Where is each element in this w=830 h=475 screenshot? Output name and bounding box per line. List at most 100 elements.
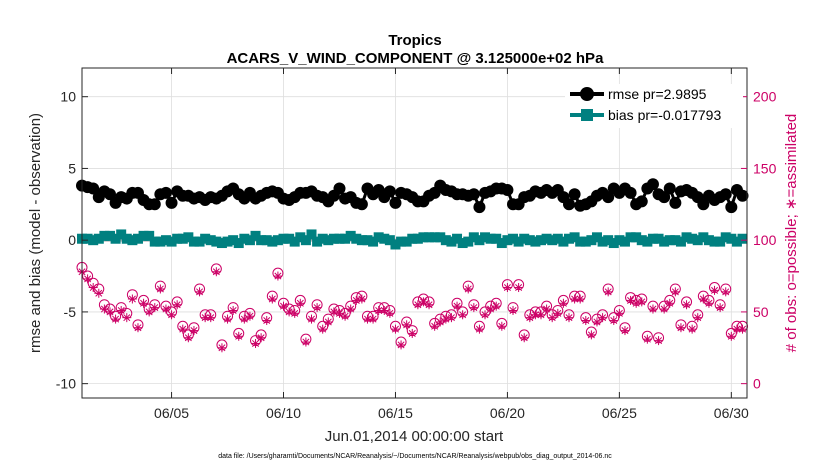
obs-assimilated-marker: [418, 297, 428, 307]
bias-marker: [491, 233, 502, 244]
obs-assimilated-marker: [217, 343, 227, 353]
obs-assimilated-marker: [273, 271, 283, 281]
obs-assimilated-marker: [312, 303, 322, 313]
bias-marker: [256, 235, 267, 246]
obs-assimilated-marker: [542, 304, 552, 314]
obs-assimilated-marker: [642, 334, 652, 344]
x-tick-label: 06/05: [154, 405, 189, 421]
obs-assimilated-marker: [133, 323, 143, 333]
bias-marker: [687, 233, 698, 244]
bias-marker: [692, 235, 703, 246]
bias-marker: [440, 235, 451, 246]
legend-box: [565, 84, 743, 128]
obs-assimilated-marker: [150, 303, 160, 313]
obs-assimilated-marker: [390, 324, 400, 334]
bias-marker: [552, 233, 563, 244]
obs-assimilated-marker: [659, 304, 669, 314]
y-tick-label-left: 5: [68, 160, 76, 176]
series-lines: [76, 178, 749, 250]
bias-marker: [670, 235, 681, 246]
bias-marker: [200, 233, 211, 244]
bias-marker: [99, 230, 110, 241]
obs-assimilated-marker: [290, 308, 300, 318]
y-axis-label-right: # of obs: o=possible; ∗=assimilated: [783, 114, 800, 353]
rmse-marker: [501, 183, 514, 196]
rmse-marker: [568, 188, 581, 201]
obs-assimilated-marker: [83, 274, 93, 284]
obs-assimilated-marker: [94, 288, 104, 298]
rmse-marker: [635, 195, 648, 208]
bias-marker: [267, 236, 278, 247]
bias-marker: [362, 235, 373, 246]
obs-assimilated-marker: [463, 284, 473, 294]
legend-marker-rmse: [580, 87, 594, 101]
x-tick-label: 06/25: [602, 405, 637, 421]
obs-assimilated-marker: [581, 316, 591, 326]
bias-marker: [205, 235, 216, 246]
rmse-marker: [663, 182, 676, 195]
obs-assimilated-marker: [424, 300, 434, 310]
rmse-marker: [103, 188, 116, 201]
obs-assimilated-marker: [676, 323, 686, 333]
obs-assimilated-marker: [452, 301, 462, 311]
bias-marker: [82, 233, 93, 244]
bias-marker: [284, 233, 295, 244]
bias-marker: [703, 235, 714, 246]
obs-assimilated-marker: [620, 326, 630, 336]
bias-marker: [222, 236, 233, 247]
bias-marker: [351, 233, 362, 244]
obs-assimilated-marker: [183, 333, 193, 343]
bias-marker: [368, 236, 379, 247]
bias-marker: [328, 233, 339, 244]
obs-assimilated-marker: [726, 331, 736, 341]
bias-marker: [726, 233, 737, 244]
obs-assimilated-marker: [301, 337, 311, 347]
bias-marker: [166, 236, 177, 247]
obs-assimilated-marker: [704, 298, 714, 308]
bias-marker: [720, 232, 731, 243]
bias-marker: [340, 233, 351, 244]
bias-marker: [384, 235, 395, 246]
bias-marker: [614, 235, 625, 246]
bias-marker: [502, 235, 513, 246]
bias-marker: [379, 233, 390, 244]
chart-subtitle: ACARS_V_WIND_COMPONENT @ 3.125000e+02 hP…: [227, 50, 605, 67]
bias-marker: [496, 238, 507, 249]
bias-marker: [659, 236, 670, 247]
bias-marker: [228, 235, 239, 246]
obs-assimilated-marker: [267, 294, 277, 304]
bias-marker: [312, 236, 323, 247]
obs-assimilated-marker: [654, 336, 664, 346]
obs-assimilated-marker: [469, 303, 479, 313]
bias-marker: [412, 233, 423, 244]
obs-assimilated-marker: [592, 317, 602, 327]
data-file-footnote: data file: /Users/gharamti/Documents/NCA…: [218, 453, 612, 460]
bias-marker: [508, 233, 519, 244]
obs-assimilated-marker: [536, 310, 546, 320]
legend-label-bias: bias pr=-0.017793: [608, 107, 721, 123]
bias-marker: [480, 232, 491, 243]
bias-marker: [580, 236, 591, 247]
rmse-marker: [165, 196, 178, 209]
obs-assimilated-marker: [614, 308, 624, 318]
bias-marker: [345, 230, 356, 241]
obs-assimilated-marker: [525, 313, 535, 323]
bias-marker: [536, 235, 547, 246]
obs-assimilated-marker: [637, 297, 647, 307]
rmse-marker: [646, 178, 659, 191]
rmse-marker: [736, 189, 749, 202]
obs-assimilated-marker: [262, 316, 272, 326]
bias-marker: [569, 232, 580, 243]
bias-marker: [424, 232, 435, 243]
obs-assimilated-marker: [648, 304, 658, 314]
y-axis-label-left: rmse and bias (model - observation): [27, 113, 44, 353]
y-tick-label-right: 150: [753, 160, 777, 176]
obs-assimilated-marker: [474, 324, 484, 334]
rmse-marker: [602, 191, 615, 204]
rmse-marker: [725, 201, 738, 214]
rmse-marker: [87, 182, 100, 195]
bias-marker: [513, 236, 524, 247]
obs-assimilated-marker: [122, 313, 132, 323]
bias-marker: [250, 230, 261, 241]
obs-assimilated-marker: [575, 294, 585, 304]
